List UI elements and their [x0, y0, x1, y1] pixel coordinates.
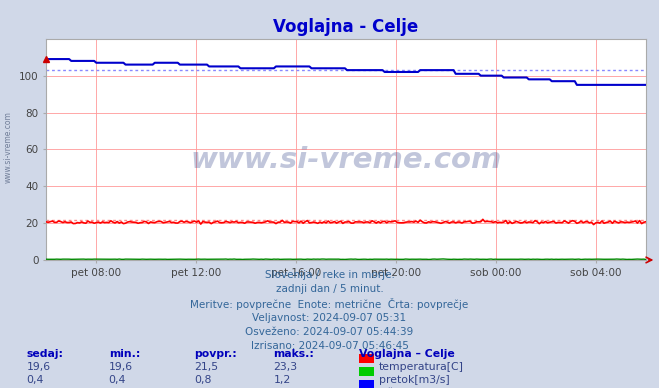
- Text: Slovenija / reke in morje.: Slovenija / reke in morje.: [264, 270, 395, 280]
- Text: 19,6: 19,6: [109, 362, 133, 372]
- Title: Voglajna - Celje: Voglajna - Celje: [273, 18, 418, 36]
- Text: www.si-vreme.com: www.si-vreme.com: [190, 146, 501, 175]
- Text: 21,5: 21,5: [194, 362, 219, 372]
- Text: 23,3: 23,3: [273, 362, 298, 372]
- Text: min.:: min.:: [109, 349, 140, 359]
- Text: www.si-vreme.com: www.si-vreme.com: [3, 111, 13, 184]
- Text: 1,2: 1,2: [273, 375, 291, 385]
- Text: Izrisano: 2024-09-07 05:46:45: Izrisano: 2024-09-07 05:46:45: [250, 341, 409, 352]
- Text: Voglajna – Celje: Voglajna – Celje: [359, 349, 455, 359]
- Text: Osveženo: 2024-09-07 05:44:39: Osveženo: 2024-09-07 05:44:39: [245, 327, 414, 337]
- Text: povpr.:: povpr.:: [194, 349, 237, 359]
- Text: sedaj:: sedaj:: [26, 349, 63, 359]
- Text: 0,8: 0,8: [194, 375, 212, 385]
- Text: temperatura[C]: temperatura[C]: [379, 362, 464, 372]
- Text: 0,4: 0,4: [109, 375, 126, 385]
- Text: Veljavnost: 2024-09-07 05:31: Veljavnost: 2024-09-07 05:31: [252, 313, 407, 323]
- Text: pretok[m3/s]: pretok[m3/s]: [379, 375, 449, 385]
- Text: zadnji dan / 5 minut.: zadnji dan / 5 minut.: [275, 284, 384, 294]
- Text: 0,4: 0,4: [26, 375, 43, 385]
- Text: 19,6: 19,6: [26, 362, 51, 372]
- Text: Meritve: povprečne  Enote: metrične  Črta: povprečje: Meritve: povprečne Enote: metrične Črta:…: [190, 298, 469, 310]
- Text: maks.:: maks.:: [273, 349, 314, 359]
